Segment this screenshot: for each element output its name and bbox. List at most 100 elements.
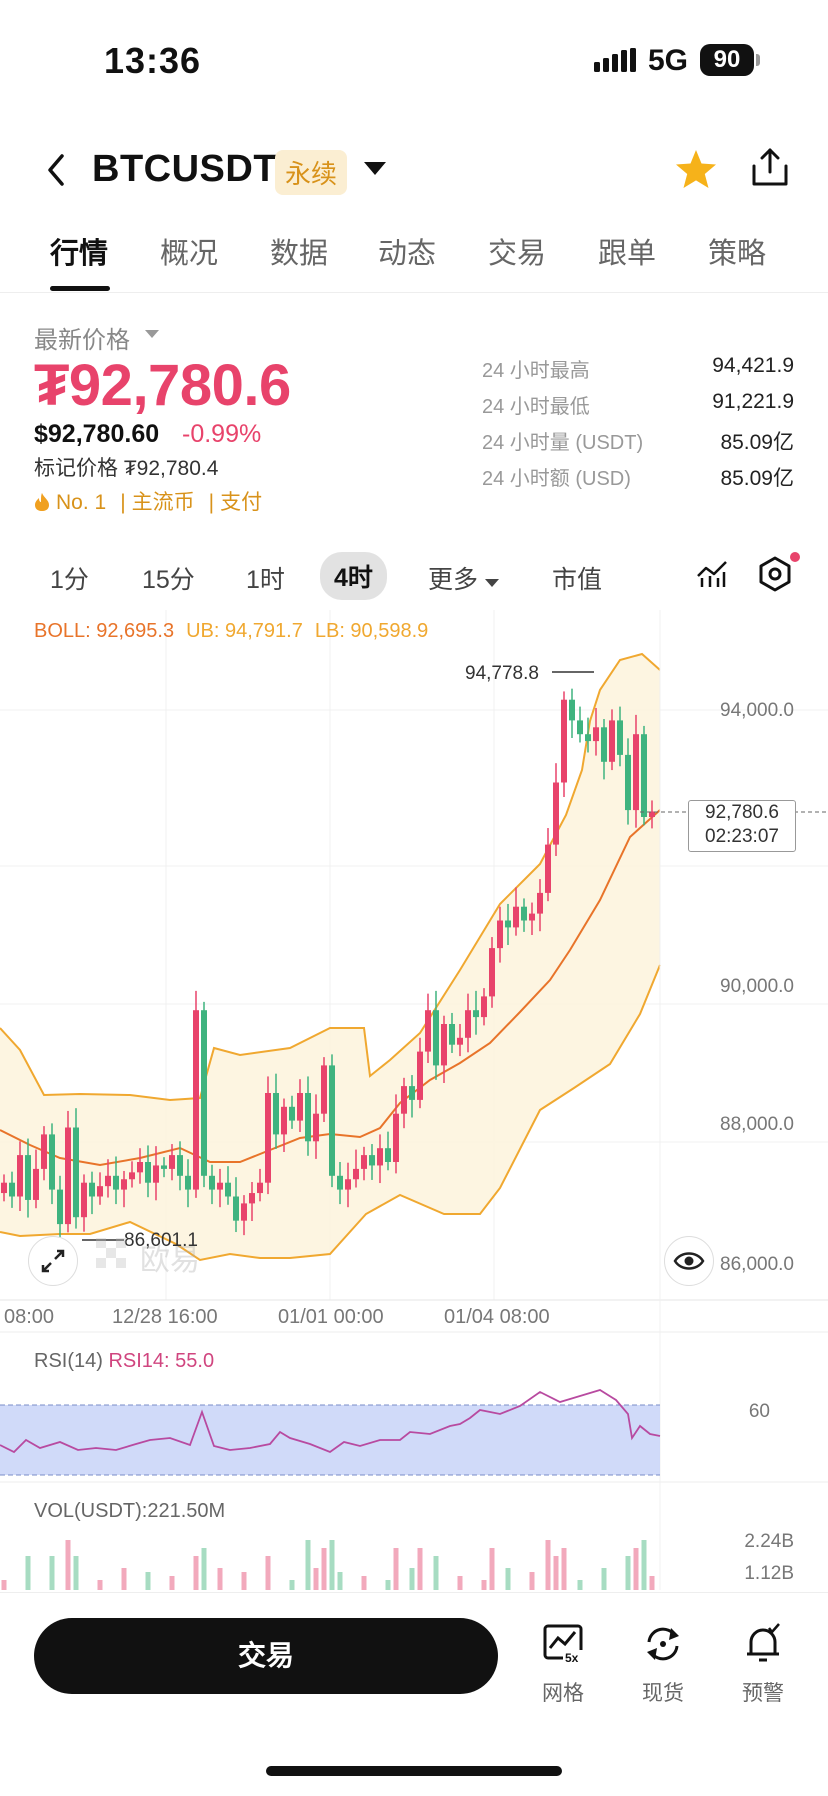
volume-bar: [577, 1580, 583, 1590]
x-tick-3: 01/04 08:00: [444, 1306, 550, 1328]
interval-marketcap[interactable]: 市值: [552, 566, 603, 594]
candle-body: [521, 906, 527, 921]
boll-mid-value: BOLL: 92,695.3: [34, 620, 175, 642]
fullscreen-button[interactable]: [28, 1236, 78, 1286]
volume-bar: [329, 1540, 335, 1590]
candle-body: [265, 1093, 271, 1183]
candle-body: [289, 1106, 295, 1121]
interval-15m[interactable]: 15分: [142, 566, 195, 594]
candle-body: [161, 1165, 167, 1169]
candle-body: [89, 1182, 95, 1197]
candle-body: [65, 1127, 71, 1225]
candle-body: [1, 1182, 7, 1194]
candle-body: [97, 1186, 103, 1197]
volume-bar: [393, 1548, 399, 1590]
favorite-star-icon[interactable]: [674, 148, 718, 190]
candle-body: [609, 720, 615, 762]
candle-body: [281, 1106, 287, 1135]
grid-bot-button[interactable]: 5x 网格: [518, 1622, 608, 1707]
grid-bot-icon: 5x: [543, 1624, 585, 1665]
trade-button[interactable]: 交易: [34, 1618, 498, 1694]
candle-body: [377, 1148, 383, 1166]
candle-body: [513, 906, 519, 928]
tag-payment[interactable]: 支付: [220, 491, 263, 514]
candle-body: [305, 1093, 311, 1142]
candle-body: [489, 948, 495, 997]
symbol-title[interactable]: BTCUSDT: [92, 148, 278, 190]
candle-body: [145, 1162, 151, 1183]
back-arrow-icon[interactable]: [44, 152, 68, 188]
watermark-text: 欧易: [140, 1243, 200, 1278]
mark-price: 标记价格 ₮92,780.4: [34, 457, 219, 480]
tab-trade[interactable]: 交易: [488, 238, 547, 270]
candle-body: [481, 996, 487, 1018]
candle-countdown: 02:23:07: [705, 826, 779, 847]
spot-swap-icon: [647, 1627, 679, 1661]
candle-body: [209, 1175, 215, 1190]
volume-bars: [1, 1540, 655, 1590]
volume-bar: [289, 1580, 295, 1590]
boll-upper-line: [0, 652, 661, 1102]
tab-strategy[interactable]: 策略: [708, 238, 767, 270]
chart-settings-icon[interactable]: [758, 556, 792, 592]
indicator-chart-icon[interactable]: [696, 558, 728, 588]
candle-body: [257, 1182, 263, 1194]
share-icon[interactable]: [750, 146, 790, 188]
spot-button[interactable]: 现货: [618, 1622, 708, 1707]
candle-body: [385, 1148, 391, 1162]
volume-bar: [561, 1548, 567, 1590]
alert-button[interactable]: 预警: [718, 1622, 808, 1707]
tab-market[interactable]: 行情: [50, 238, 109, 270]
boll-lower-line: [0, 964, 661, 1262]
interval-1h[interactable]: 1时: [246, 566, 285, 594]
asset-tags: No. 1 | 主流币 | 支付: [34, 486, 268, 516]
candle-body: [505, 920, 511, 928]
candle-body: [233, 1196, 239, 1221]
tag-rank[interactable]: No. 1: [56, 491, 107, 514]
toggle-visibility-button[interactable]: [664, 1236, 714, 1286]
symbol-dropdown-icon[interactable]: [364, 162, 386, 176]
caret-down-icon[interactable]: [145, 330, 159, 339]
tag-mainstream[interactable]: 主流币: [131, 491, 195, 514]
candle-body: [433, 1010, 439, 1066]
candle-body: [241, 1203, 247, 1221]
interval-more[interactable]: 更多: [428, 560, 499, 596]
tab-overview[interactable]: 概况: [160, 238, 219, 270]
x-tick-2: 01/01 00:00: [278, 1306, 384, 1328]
tab-data[interactable]: 数据: [270, 238, 329, 270]
grid-bot-label: 网格: [542, 1682, 584, 1705]
interval-1m[interactable]: 1分: [50, 566, 89, 594]
candle-body: [417, 1051, 423, 1100]
candle-body: [169, 1155, 175, 1169]
candle-body: [409, 1086, 415, 1100]
kline-chart[interactable]: 94,778.8 86,601.1 欧易 60 2.24B 1.12B: [0, 610, 828, 1590]
perpetual-badge: 永续: [275, 150, 348, 195]
stat-high-label: 24 小时最高: [482, 360, 590, 382]
volume-bar: [121, 1568, 127, 1590]
current-price-value: 92,780.6: [705, 802, 779, 823]
tab-news[interactable]: 动态: [378, 238, 437, 270]
x-tick-1: 12/28 16:00: [112, 1306, 218, 1328]
candle-body: [153, 1165, 159, 1183]
candle-body: [465, 1010, 471, 1038]
volume-bar: [385, 1580, 391, 1590]
expand-arrows-icon: [41, 1249, 65, 1273]
volume-bar: [25, 1556, 31, 1590]
candlestick-series: [1, 688, 655, 1242]
tab-copytrade[interactable]: 跟单: [598, 238, 657, 270]
candle-body: [633, 734, 639, 811]
volume-bar: [601, 1568, 607, 1590]
alert-label: 预警: [742, 1682, 784, 1705]
volume-bar: [545, 1540, 551, 1590]
low-marker-label: 86,601.1: [124, 1230, 198, 1251]
home-indicator: [266, 1766, 562, 1776]
candle-body: [369, 1155, 375, 1166]
stat-turnover-label: 24 小时额 (USD): [482, 468, 631, 490]
volume-bar: [625, 1556, 631, 1590]
candle-body: [561, 699, 567, 783]
latest-price-label[interactable]: 最新价格: [34, 327, 130, 354]
volume-bar: [145, 1572, 151, 1590]
interval-4h[interactable]: 4时: [320, 552, 387, 600]
volume-bar: [361, 1576, 367, 1590]
candle-body: [57, 1189, 63, 1225]
